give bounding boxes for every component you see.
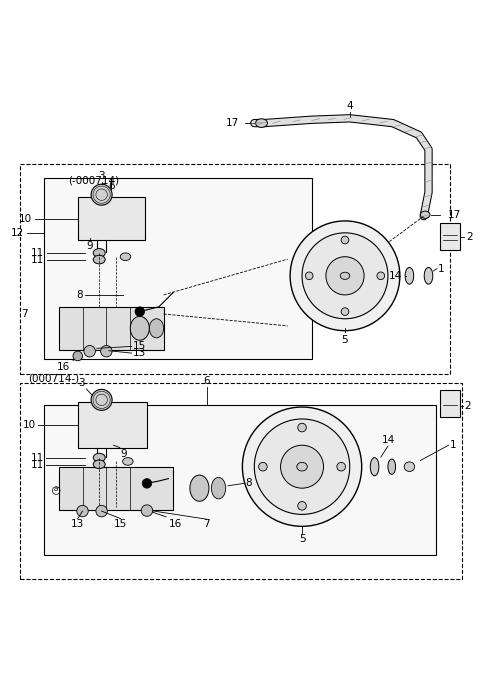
Text: 14: 14 [389, 270, 402, 281]
Ellipse shape [370, 457, 379, 476]
Text: 10: 10 [19, 213, 33, 224]
Ellipse shape [190, 475, 209, 502]
Text: 11: 11 [31, 255, 44, 265]
Text: a: a [54, 486, 59, 492]
Circle shape [341, 308, 349, 315]
Text: 11: 11 [31, 460, 44, 470]
Ellipse shape [93, 255, 105, 264]
Circle shape [298, 502, 306, 510]
Ellipse shape [255, 119, 267, 128]
Text: 3: 3 [78, 378, 85, 388]
Circle shape [141, 505, 153, 516]
Circle shape [259, 462, 267, 471]
Ellipse shape [120, 253, 131, 261]
Ellipse shape [93, 460, 105, 469]
Text: 2: 2 [467, 232, 473, 241]
Circle shape [281, 445, 324, 488]
Circle shape [302, 233, 388, 319]
Text: 9: 9 [120, 449, 127, 459]
Bar [441, 224, 459, 250]
Text: 11: 11 [31, 453, 44, 463]
Text: 14: 14 [381, 435, 395, 445]
Circle shape [96, 505, 108, 517]
Text: 5: 5 [342, 335, 348, 346]
Circle shape [77, 505, 88, 517]
Text: 12: 12 [11, 228, 24, 238]
Circle shape [242, 407, 362, 526]
Bar [59, 307, 164, 350]
Ellipse shape [211, 477, 226, 499]
Bar [44, 404, 436, 555]
Circle shape [73, 351, 83, 361]
Ellipse shape [405, 268, 414, 284]
Text: 8: 8 [245, 478, 252, 489]
Text: 17: 17 [226, 118, 240, 128]
Text: 6: 6 [108, 181, 114, 191]
Bar [441, 391, 459, 417]
Ellipse shape [93, 248, 105, 257]
Text: 10: 10 [23, 420, 36, 430]
Text: 15: 15 [132, 342, 146, 351]
Circle shape [377, 272, 384, 279]
Circle shape [135, 307, 144, 317]
Text: 8: 8 [76, 290, 83, 300]
Text: 1: 1 [438, 264, 444, 274]
Text: 3: 3 [98, 171, 105, 181]
Text: 11: 11 [31, 248, 44, 258]
Text: 16: 16 [57, 362, 70, 372]
Ellipse shape [122, 457, 133, 465]
Ellipse shape [93, 453, 105, 462]
Text: 13: 13 [71, 519, 84, 529]
Circle shape [101, 346, 112, 357]
Text: 5: 5 [299, 533, 305, 544]
Ellipse shape [404, 462, 415, 471]
Text: 7: 7 [204, 519, 210, 529]
Text: 16: 16 [169, 519, 182, 529]
Circle shape [290, 221, 400, 331]
Bar [44, 178, 312, 359]
Ellipse shape [149, 319, 164, 338]
Circle shape [326, 257, 364, 295]
Text: 17: 17 [447, 210, 461, 219]
Text: 6: 6 [204, 375, 210, 386]
Circle shape [254, 419, 350, 515]
Ellipse shape [130, 317, 149, 340]
Circle shape [298, 423, 306, 432]
Text: 15: 15 [114, 519, 127, 529]
Circle shape [84, 346, 96, 357]
Ellipse shape [297, 462, 307, 471]
Ellipse shape [420, 211, 430, 218]
Text: 1: 1 [450, 440, 456, 450]
Text: 9: 9 [86, 241, 93, 251]
Ellipse shape [340, 273, 350, 279]
Circle shape [305, 272, 313, 279]
Bar [21, 383, 462, 579]
Text: 13: 13 [132, 348, 146, 358]
Bar [78, 197, 144, 240]
Circle shape [91, 184, 112, 205]
Circle shape [142, 479, 152, 488]
Bar [78, 402, 147, 448]
Text: 2: 2 [464, 401, 471, 411]
Circle shape [337, 462, 346, 471]
Circle shape [91, 389, 112, 411]
Bar [59, 466, 173, 510]
Text: 4: 4 [347, 101, 353, 111]
Bar [21, 164, 450, 373]
Circle shape [341, 236, 349, 244]
Text: (-000714): (-000714) [68, 175, 120, 185]
Text: 7: 7 [21, 309, 28, 319]
Ellipse shape [388, 459, 396, 474]
Text: (000714-): (000714-) [28, 373, 79, 383]
Ellipse shape [424, 268, 433, 284]
